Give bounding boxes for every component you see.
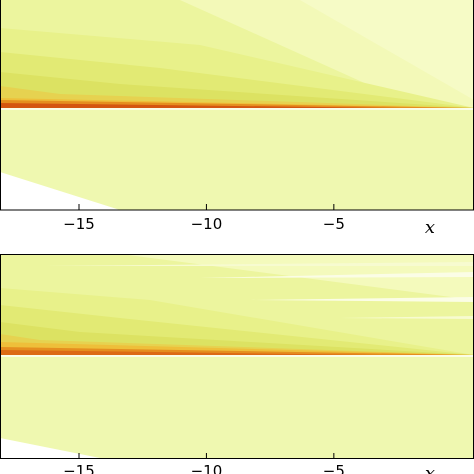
bottom-x-tick-label: −15 [63,462,95,474]
top-x-tick-label: −5 [323,215,345,233]
bottom-x-tick-label: −10 [191,462,223,474]
bottom-region-sliver-2 [200,272,474,278]
bottom-region-hottest [0,350,380,355]
top-heatmap [0,0,474,210]
bottom-region-lower-corner [0,438,110,460]
bottom-x-axis-label: x [425,463,435,474]
top-region-lower-corner [0,172,120,210]
bottom-x-ticks: −15 −10 −5 [63,453,345,474]
top-x-ticks: −15 −10 −5 [63,204,345,233]
bottom-region-sliver-3 [250,297,474,302]
bottom-region-boundary [0,355,474,357]
top-x-axis-label: x [425,217,435,238]
bottom-panel: −15 −10 −5 x [0,254,474,474]
bottom-x-tick-label: −5 [323,462,345,474]
top-x-tick-label: −10 [191,215,223,233]
bottom-heatmap [0,254,474,474]
top-region-very-light-fan [300,0,474,100]
top-panel: −15 −10 −5 x [0,0,474,238]
top-region-lower [0,110,474,210]
bottom-region-sliver-1 [45,262,474,266]
bottom-region-bottom-edge [0,458,474,474]
bottom-region-sliver-4 [340,316,474,319]
top-region-hottest [0,103,400,108]
top-region-boundary [0,108,474,110]
top-x-tick-label: −15 [63,215,95,233]
